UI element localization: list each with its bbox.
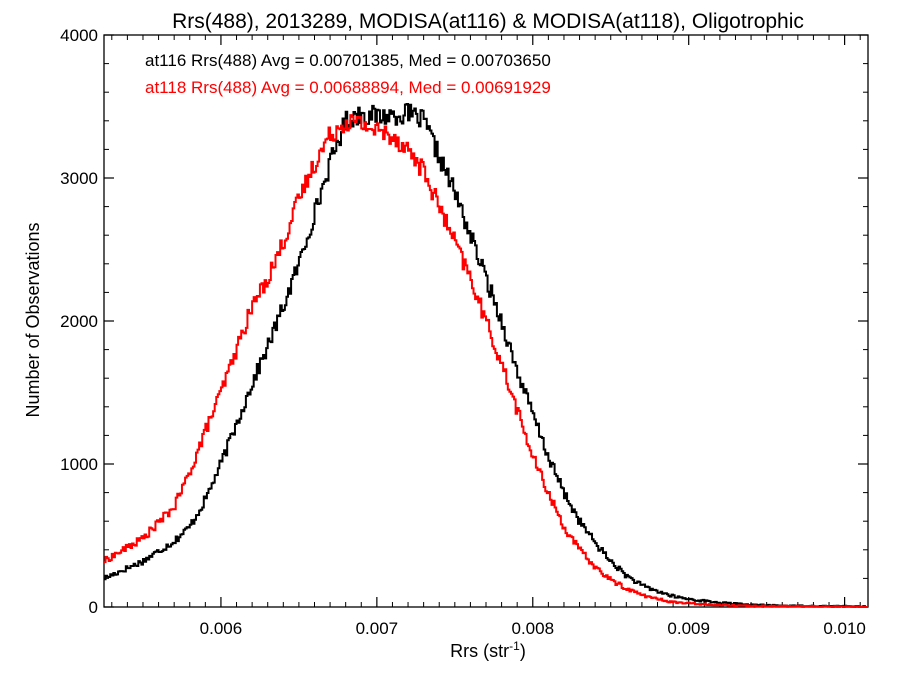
x-tick-label: 0.010 [823, 619, 866, 638]
x-axis-label-main: Rrs (str [450, 641, 509, 661]
x-axis-label-end: ) [520, 641, 526, 661]
histogram-series-1 [104, 114, 868, 608]
histogram-series-0 [104, 103, 868, 608]
y-tick-label: 0 [89, 598, 98, 617]
chart-title: Rrs(488), 2013289, MODISA(at116) & MODIS… [172, 10, 804, 33]
x-axis-label: Rrs (str-1) [450, 639, 526, 661]
y-axis-label: Number of Observations [23, 222, 43, 417]
series-layer [104, 103, 868, 608]
legend-entry-at116: at116 Rrs(488) Avg = 0.00701385, Med = 0… [145, 51, 551, 70]
y-tick-label: 1000 [60, 455, 98, 474]
x-axis-label-superscript: -1 [509, 639, 520, 653]
x-tick-label: 0.009 [667, 619, 710, 638]
legend-entry-at118: at118 Rrs(488) Avg = 0.00688894, Med = 0… [145, 78, 551, 97]
x-axis: 0.006 0.007 0.008 0.009 0.010 [111, 35, 866, 638]
y-tick-label: 3000 [60, 169, 98, 188]
x-tick-label: 0.006 [200, 619, 243, 638]
y-tick-label: 4000 [60, 26, 98, 45]
y-tick-label: 2000 [60, 312, 98, 331]
x-tick-label: 0.007 [356, 619, 399, 638]
x-tick-label: 0.008 [512, 619, 555, 638]
y-axis: 0 1000 2000 3000 4000 [60, 26, 868, 617]
